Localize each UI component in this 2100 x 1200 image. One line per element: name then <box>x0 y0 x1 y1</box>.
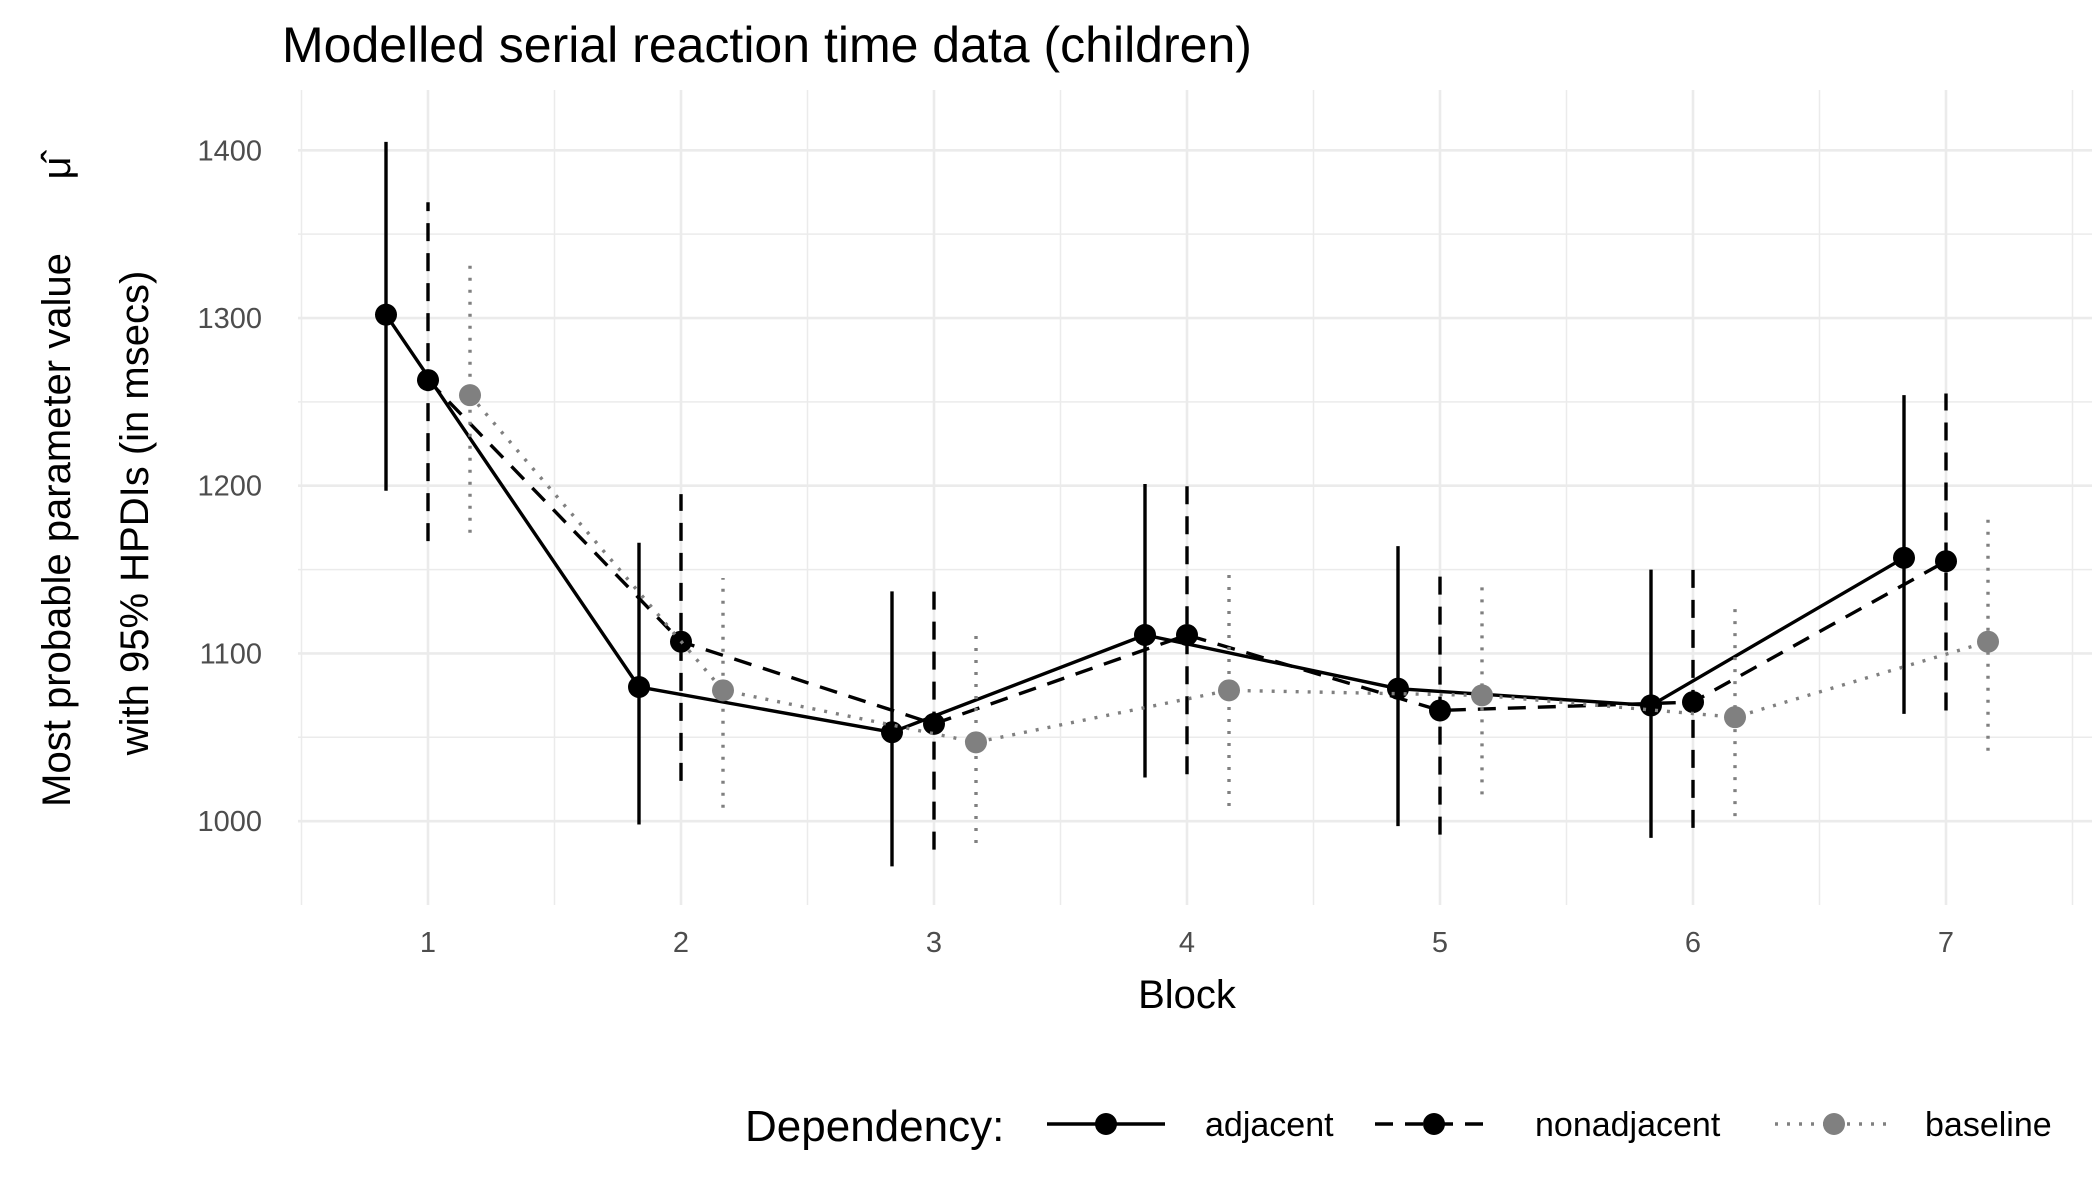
data-point-nonadjacent <box>1935 550 1957 573</box>
x-tick-label: 4 <box>1179 927 1195 959</box>
legend-key-point-nonadjacent <box>1423 1113 1445 1135</box>
y-tick-label: 1100 <box>200 638 262 670</box>
data-point-baseline <box>459 384 481 407</box>
x-tick-label: 6 <box>1685 927 1701 959</box>
legend-key-point-baseline <box>1823 1113 1845 1135</box>
data-point-baseline <box>1977 630 1999 653</box>
y-axis-title-line2: with 95% HPDIs (in msecs) <box>113 271 157 757</box>
series-adjacent <box>375 141 1915 867</box>
grid <box>298 90 2092 905</box>
plot-series <box>375 141 1999 867</box>
data-point-nonadjacent <box>1682 691 1704 714</box>
series-baseline <box>459 262 1999 843</box>
data-point-baseline <box>965 731 987 754</box>
legend-label-nonadjacent: nonadjacent <box>1535 1106 1721 1144</box>
data-point-adjacent <box>1134 623 1156 646</box>
legend: Dependency: adjacent nonadjacent baseline <box>745 1102 2052 1151</box>
y-tick-label: 1200 <box>197 471 262 503</box>
x-tick-label: 5 <box>1432 927 1448 959</box>
x-tick-label: 2 <box>673 927 689 959</box>
data-point-nonadjacent <box>417 369 439 392</box>
y-axis-title-line1: Most probable parameter value <box>35 253 79 807</box>
x-tick-label: 3 <box>926 927 942 959</box>
y-tick-label: 1300 <box>197 303 262 335</box>
data-point-adjacent <box>375 303 397 326</box>
y-tick-label: 1400 <box>197 135 262 167</box>
axes: 1000 1100 1200 1300 1400 1 2 3 4 5 6 7 <box>197 135 1954 959</box>
data-point-nonadjacent <box>923 712 945 735</box>
chart-title: Modelled serial reaction time data (chil… <box>282 17 1252 73</box>
data-point-nonadjacent <box>1176 623 1198 646</box>
data-point-baseline <box>1218 679 1240 702</box>
data-point-baseline <box>712 679 734 702</box>
data-point-nonadjacent <box>1429 699 1451 722</box>
x-tick-label: 1 <box>420 927 436 959</box>
legend-title: Dependency: <box>745 1102 1004 1151</box>
y-tick-label: 1000 <box>197 806 262 838</box>
data-point-adjacent <box>1893 546 1915 569</box>
x-axis-title: Block <box>1138 973 1237 1017</box>
x-tick-label: 7 <box>1938 927 1954 959</box>
data-point-adjacent <box>881 721 903 744</box>
data-point-adjacent <box>628 675 650 698</box>
legend-label-adjacent: adjacent <box>1205 1106 1334 1144</box>
data-point-baseline <box>1724 706 1746 729</box>
data-point-adjacent <box>1640 694 1662 717</box>
legend-label-baseline: baseline <box>1925 1106 2052 1144</box>
legend-key-point-adjacent <box>1095 1113 1117 1135</box>
y-axis-title-symbol: μ̂ <box>35 149 79 179</box>
data-point-baseline <box>1471 684 1493 707</box>
